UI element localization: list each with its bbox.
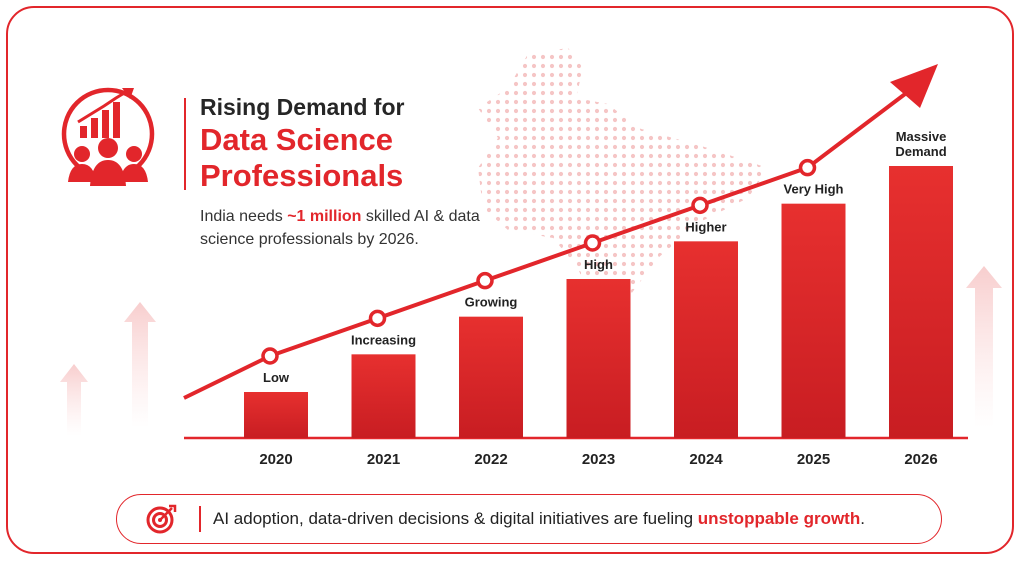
bar-label-2021: Increasing xyxy=(351,332,416,347)
tick-label-2024: 2024 xyxy=(689,451,723,468)
title-line-2: Data Science Professionals xyxy=(200,122,404,193)
subtitle-highlight: ~1 million xyxy=(287,208,362,225)
tick-label-2020: 2020 xyxy=(259,451,292,468)
target-icon xyxy=(146,504,177,534)
trend-marker-2020 xyxy=(261,347,279,365)
title-line-1: Rising Demand for xyxy=(200,94,405,120)
bar-2024 xyxy=(674,241,738,438)
bar-label-2025: Very High xyxy=(784,182,844,197)
subtitle-prefix: India needs xyxy=(200,208,288,225)
subtitle-suffix: skilled AI & data science professionals … xyxy=(200,208,480,248)
bar-label-2020: Low xyxy=(263,370,290,385)
trend-marker-2023 xyxy=(583,234,602,252)
bar-label-2023: High xyxy=(584,257,613,272)
bar-label-2026: Massive Demand xyxy=(895,129,946,159)
tick-label-2022: 2022 xyxy=(474,451,507,468)
india-map-dots xyxy=(478,48,768,328)
bar-2023 xyxy=(566,279,631,438)
bar-label-2022: Growing xyxy=(465,295,518,310)
title-divider xyxy=(184,98,186,190)
tick-label-2021: 2021 xyxy=(367,451,400,468)
bar-2022 xyxy=(459,316,523,438)
tick-label-2025: 2025 xyxy=(797,451,830,468)
bar-label-2024: Higher xyxy=(685,219,726,234)
bar-2020 xyxy=(244,392,308,438)
infographic-card: Rising Demand for Data Science Professio… xyxy=(6,6,1014,554)
tick-label-2023: 2023 xyxy=(582,451,615,468)
growth-people-icon xyxy=(61,87,155,186)
bottom-banner: AI adoption, data-driven decisions & dig… xyxy=(116,494,942,544)
trend-marker-2022 xyxy=(476,271,494,290)
faded-arrow-left-small xyxy=(60,364,88,436)
banner-highlight: unstoppable growth xyxy=(697,509,861,528)
bar-2026 xyxy=(889,166,953,438)
bar-2025 xyxy=(781,203,846,438)
tick-label-2026: 2026 xyxy=(904,451,937,468)
banner-main-text: AI adoption, data-driven decisions & dig… xyxy=(213,509,698,528)
banner-divider xyxy=(199,506,201,532)
faded-arrow-left-large xyxy=(124,302,156,428)
trend-marker-2024 xyxy=(691,196,709,215)
trend-marker-2021 xyxy=(368,309,387,328)
banner-text: AI adoption, data-driven decisions & dig… xyxy=(213,509,865,529)
trend-line xyxy=(183,86,915,400)
background-decoration xyxy=(60,48,1002,436)
banner-end: . xyxy=(860,509,865,528)
trend-arrow-head xyxy=(890,64,938,108)
subtitle: India needs ~1 million skilled AI & data… xyxy=(200,205,490,251)
trend-marker-2025 xyxy=(798,158,817,177)
demand-bar-chart: 2020 Low 2021 Increasing 2022 Growing 2023 High… xyxy=(183,64,968,468)
bar-2021 xyxy=(351,354,416,438)
faded-arrow-right xyxy=(966,266,1002,428)
